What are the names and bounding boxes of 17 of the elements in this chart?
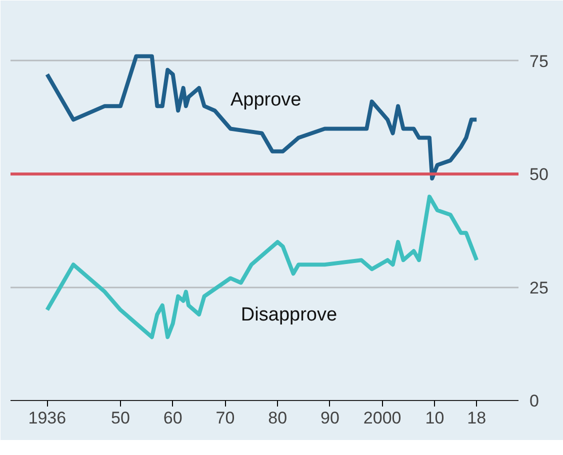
x-tick-label: 60 (163, 408, 182, 428)
y-tick-label: 50 (530, 165, 548, 184)
y-tick-label: 25 (530, 278, 548, 298)
x-tick-label: 70 (216, 408, 235, 428)
x-tick-label: 1936 (28, 408, 66, 428)
y-tick-label: 75 (530, 52, 548, 71)
x-tick-label: 10 (425, 408, 444, 428)
x-tick-label: 90 (320, 408, 340, 428)
x-tick-label: 50 (111, 408, 130, 428)
line-series (45, 194, 479, 340)
series-label: Approve (230, 90, 302, 111)
y-tick-label: 0 (530, 392, 539, 410)
x-tick-label: 18 (467, 408, 486, 428)
series-label: Disapprove (240, 304, 338, 326)
x-tick-label: 2000 (363, 408, 402, 428)
x-tick-label: 80 (268, 408, 288, 428)
line-series (45, 54, 479, 181)
